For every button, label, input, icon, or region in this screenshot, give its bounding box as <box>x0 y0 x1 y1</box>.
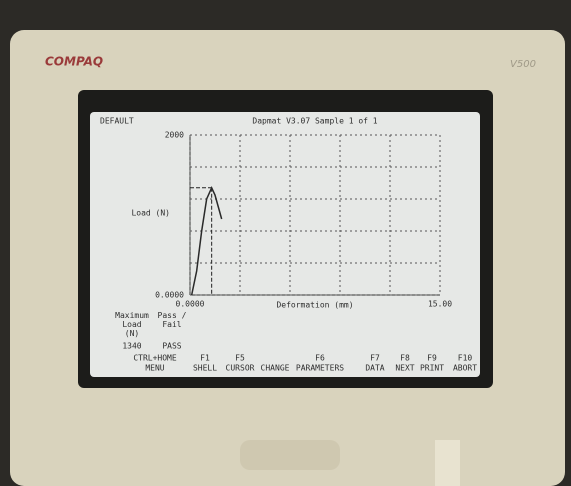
function-label[interactable]: CHANGE <box>261 364 290 373</box>
function-key: CTRL+HOME <box>133 354 177 363</box>
y-tick-label: 0.0000 <box>155 291 184 300</box>
function-label[interactable]: NEXT <box>395 364 414 373</box>
function-key: F5 <box>235 354 245 363</box>
function-key: F7 <box>370 354 380 363</box>
result-header: Maximum Load (N) <box>115 311 149 338</box>
result-value: 1340 <box>122 342 141 351</box>
control-panel <box>240 440 340 470</box>
y-label: Load (N) <box>131 209 170 218</box>
screen <box>90 112 480 377</box>
function-label[interactable]: ABORT <box>453 364 477 373</box>
function-label[interactable]: SHELL <box>193 364 217 373</box>
x-label: Deformation (mm) <box>276 301 353 310</box>
function-label[interactable]: CURSOR <box>226 364 255 373</box>
function-key: F1 <box>200 354 210 363</box>
function-key: F6 <box>315 354 325 363</box>
y-tick-label: 2000 <box>165 131 184 140</box>
profile: DEFAULT <box>100 117 134 126</box>
power-button[interactable] <box>435 440 460 486</box>
result-value: PASS <box>162 342 181 351</box>
function-label[interactable]: MENU <box>145 364 164 373</box>
x-tick-label: 0.0000 <box>176 300 205 309</box>
function-label[interactable]: PARAMETERS <box>296 364 344 373</box>
brand: COMPAQ <box>45 55 103 69</box>
model: V500 <box>510 59 536 70</box>
function-key: F9 <box>427 354 437 363</box>
function-label[interactable]: DATA <box>365 364 384 373</box>
line <box>190 185 223 296</box>
result-header: Pass / Fail <box>158 311 187 329</box>
function-key: F8 <box>400 354 410 363</box>
function-label[interactable]: PRINT <box>420 364 444 373</box>
function-key: F10 <box>458 354 473 363</box>
header: Dapmat V3.07 Sample 1 of 1 <box>252 117 377 126</box>
x-tick-label: 15.00 <box>428 300 452 309</box>
